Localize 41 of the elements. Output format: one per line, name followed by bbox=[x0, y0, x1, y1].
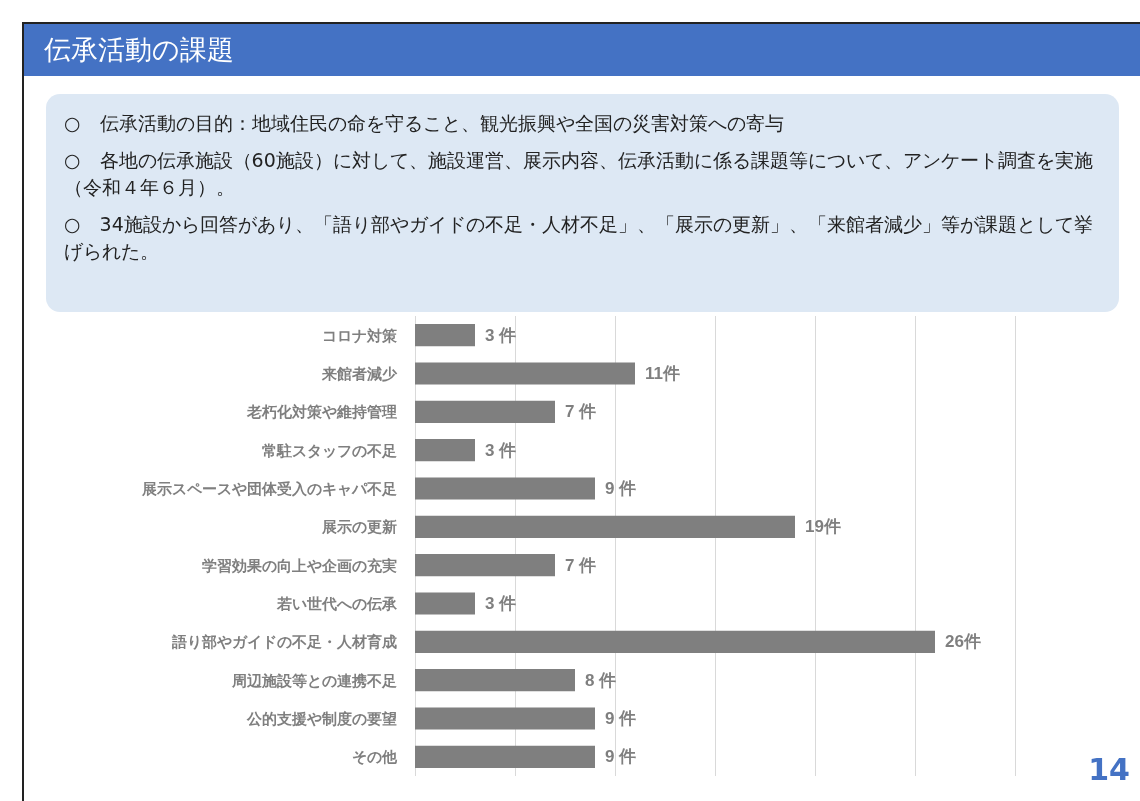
bar bbox=[415, 477, 595, 500]
data-label: 9 件 bbox=[605, 709, 637, 728]
bar bbox=[415, 669, 575, 692]
bar bbox=[415, 745, 595, 768]
bar bbox=[415, 630, 935, 653]
text: ○ 34施設から回答があり、「語り部やガイドの不足・人材不足」、「展示の更新」、「来館者減少」等が課題として挙げられた。 bbox=[64, 212, 1094, 264]
text: ○ 伝承活動の目的：地域住民の命を守ること、観光振興や全国の災害対策への寄与 bbox=[64, 111, 785, 136]
bar bbox=[415, 554, 555, 577]
bar bbox=[415, 439, 475, 462]
bar bbox=[415, 324, 475, 347]
text: ○ 各地の伝承施設（60施設）に対して、施設運営、展示内容、伝承活動に係る課題等について、アンケート調査を実施（令和４年６月）。 bbox=[64, 148, 1094, 200]
y-tick-label: 周辺施設等との連携不足 bbox=[231, 671, 397, 689]
y-tick-label: 公的支援や制度の要望 bbox=[246, 710, 397, 727]
bar bbox=[415, 592, 475, 615]
y-tick-label: コロナ対策 bbox=[322, 326, 398, 344]
y-tick-label: 来館者減少 bbox=[321, 365, 398, 382]
bar bbox=[415, 515, 795, 538]
y-tick-label: その他 bbox=[352, 748, 398, 766]
bar bbox=[415, 400, 555, 423]
bar bbox=[415, 362, 635, 385]
data-label: 19件 bbox=[805, 517, 841, 537]
data-label: 7 件 bbox=[565, 402, 597, 422]
y-tick-label: 展示の更新 bbox=[321, 518, 397, 536]
data-label: 26件 bbox=[945, 632, 981, 652]
data-label: 3 件 bbox=[485, 594, 517, 613]
text: 14 bbox=[1088, 752, 1130, 787]
data-label: 9 件 bbox=[605, 747, 637, 767]
y-tick-label: 展示スペースや団体受入のキャパ不足 bbox=[141, 480, 397, 497]
data-label: 3 件 bbox=[485, 325, 517, 345]
y-tick-label: 語り部やガイドの不足・人材育成 bbox=[171, 633, 397, 651]
data-label: 3 件 bbox=[485, 440, 517, 460]
data-label: 8 件 bbox=[585, 670, 617, 690]
data-label: 7 件 bbox=[565, 555, 597, 575]
y-tick-label: 学習効果の向上や企画の充実 bbox=[202, 556, 397, 574]
text: 伝承活動の課題 bbox=[24, 24, 1140, 76]
bar bbox=[415, 707, 595, 730]
data-label: 9 件 bbox=[605, 479, 637, 498]
data-label: 11件 bbox=[645, 364, 680, 383]
y-tick-label: 常駐スタッフの不足 bbox=[262, 441, 397, 459]
y-tick-label: 若い世代への伝承 bbox=[276, 595, 398, 612]
y-tick-label: 老朽化対策や維持管理 bbox=[246, 403, 397, 421]
